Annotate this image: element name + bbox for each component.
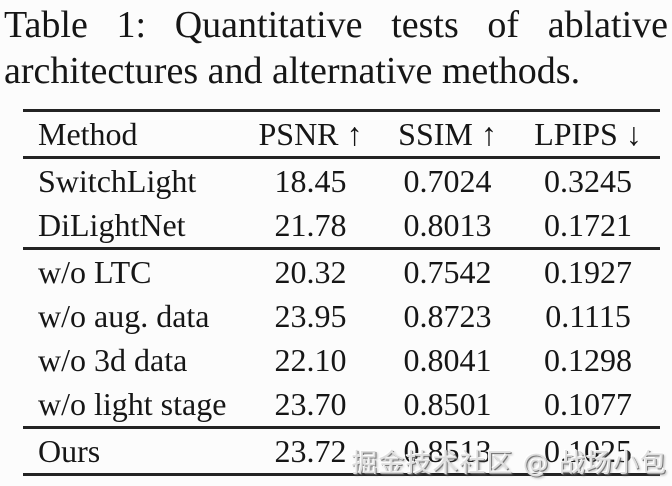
table-rule-bottom	[23, 473, 660, 476]
psnr-cell: 21.78	[274, 207, 347, 243]
ssim-cell: 0.7024	[403, 163, 492, 199]
psnr-cell: 23.72	[274, 433, 347, 469]
psnr-cell: 20.32	[274, 254, 347, 290]
lpips-cell: 0.1077	[544, 386, 632, 422]
table-row-dilightnet: DiLightNet 21.78 0.8013 0.1721	[23, 203, 660, 247]
caption-line-2: architectures and alternative methods.	[4, 50, 581, 92]
method-cell: SwitchLight	[38, 163, 197, 199]
psnr-cell: 23.70	[274, 386, 347, 422]
header-psnr: PSNR ↑	[258, 116, 363, 152]
psnr-cell: 18.45	[274, 163, 347, 199]
lpips-cell: 0.3245	[544, 163, 632, 199]
table-row-ours: Ours 23.72 0.8513 0.1025	[23, 429, 660, 473]
table-rule-header	[23, 156, 660, 159]
ssim-cell: 0.8013	[403, 207, 492, 243]
table-row-switchlight: SwitchLight 18.45 0.7024 0.3245	[23, 159, 660, 203]
lpips-cell: 0.1927	[544, 254, 632, 290]
ssim-cell: 0.7542	[403, 254, 492, 290]
results-table: Method PSNR ↑ SSIM ↑ LPIPS ↓ SwitchLight…	[23, 109, 660, 476]
lpips-cell: 0.1115	[545, 298, 631, 334]
lpips-cell: 0.1721	[544, 207, 632, 243]
table-row-wo-ltc: w/o LTC 20.32 0.7542 0.1927	[23, 250, 660, 294]
ssim-cell: 0.8723	[403, 298, 492, 334]
ssim-cell: 0.8501	[403, 386, 492, 422]
header-ssim: SSIM ↑	[398, 116, 497, 152]
watermark: 掘金技术社区 @ 战场小包	[351, 449, 667, 479]
method-cell: DiLightNet	[38, 207, 186, 243]
caption-line-1: Table 1: Quantitative tests of ablative	[4, 4, 668, 46]
table-row-wo-3d-data: w/o 3d data 22.10 0.8041 0.1298	[23, 338, 660, 382]
table-caption: Table 1: Quantitative tests of ablative …	[4, 2, 668, 94]
header-lpips: LPIPS ↓	[534, 116, 642, 152]
psnr-cell: 23.95	[274, 298, 347, 334]
table-row-wo-light-stage: w/o light stage 23.70 0.8501 0.1077	[23, 382, 660, 426]
method-cell: w/o 3d data	[38, 342, 188, 378]
header-method: Method	[38, 116, 138, 152]
table-rule-mid2	[23, 426, 660, 429]
ssim-cell: 0.8041	[403, 342, 492, 378]
method-cell: w/o light stage	[38, 386, 227, 422]
psnr-cell: 22.10	[274, 342, 347, 378]
method-cell: Ours	[38, 433, 101, 469]
method-cell: w/o LTC	[38, 254, 152, 290]
ssim-cell: 0.8513	[403, 433, 492, 469]
lpips-cell: 0.1025	[544, 433, 632, 469]
table-header-row: Method PSNR ↑ SSIM ↑ LPIPS ↓	[23, 112, 660, 156]
table-row-wo-aug-data: w/o aug. data 23.95 0.8723 0.1115	[23, 294, 660, 338]
lpips-cell: 0.1298	[544, 342, 632, 378]
table-rule-mid1	[23, 247, 660, 250]
method-cell: w/o aug. data	[38, 298, 210, 334]
table-rule-top	[23, 109, 660, 112]
